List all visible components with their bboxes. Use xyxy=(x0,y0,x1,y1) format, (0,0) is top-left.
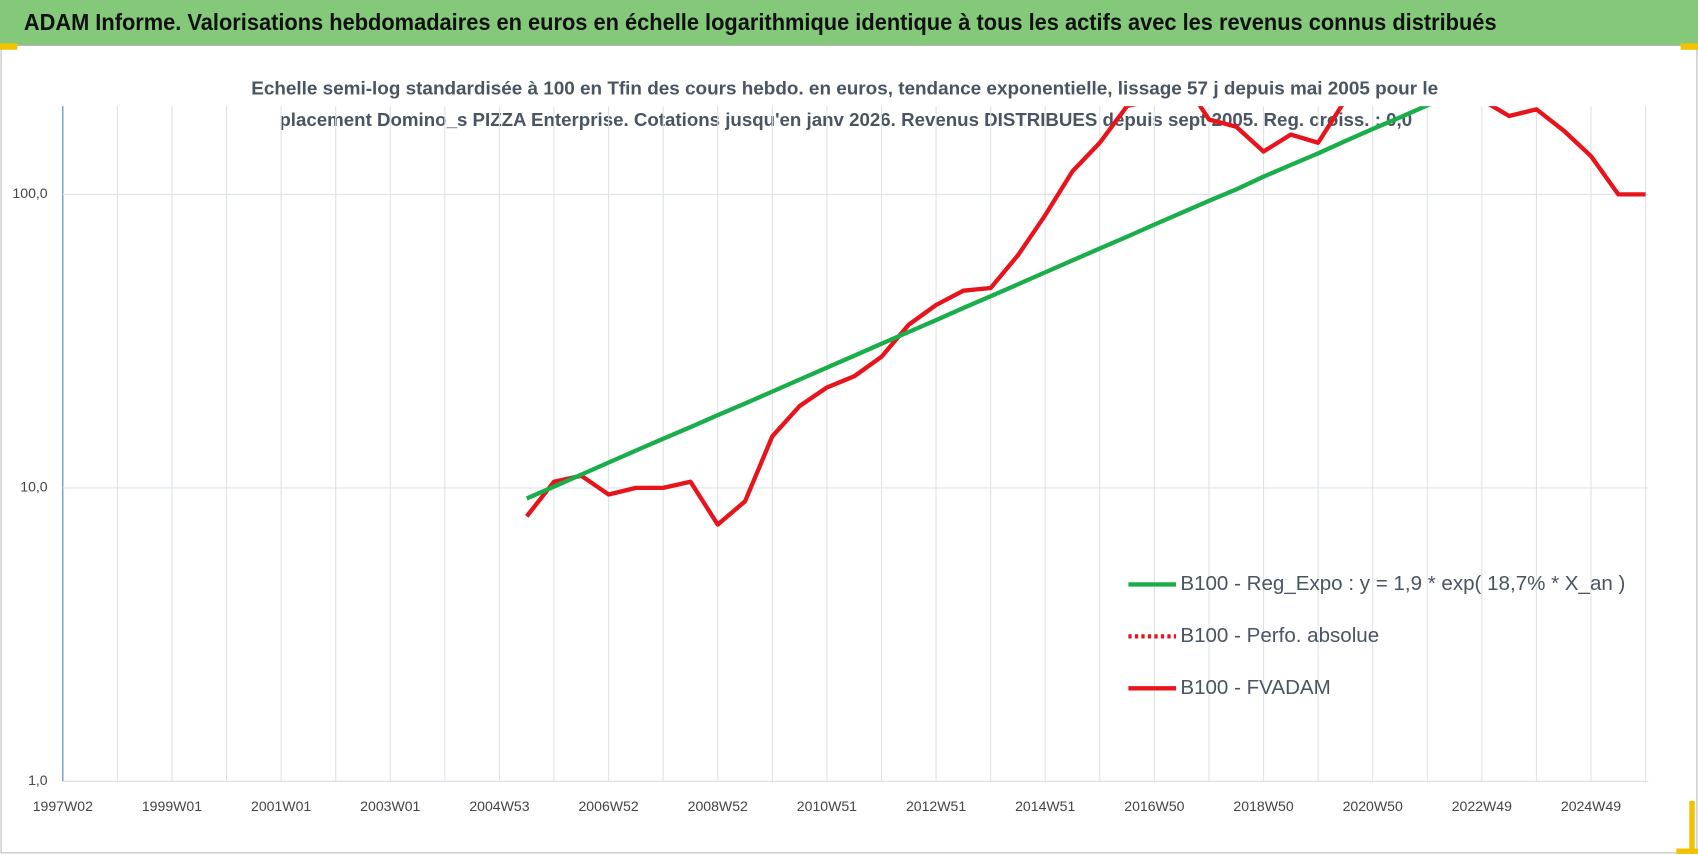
corner xyxy=(1689,800,1695,850)
legend-label: B100 - FVADAM xyxy=(1180,676,1330,699)
x-tick-label: 2022W49 xyxy=(1452,798,1512,814)
x-tick-label: 2004W53 xyxy=(469,798,529,814)
corner xyxy=(1676,848,1698,854)
legend-label: B100 - Perfo. absolue xyxy=(1180,624,1379,647)
x-tick-label: 2018W50 xyxy=(1233,798,1293,814)
series-line xyxy=(525,106,1646,527)
legend: B100 - Reg_Expo : y = 1,9 * exp( 18,7% *… xyxy=(1128,572,1625,699)
x-tick-label: 2020W50 xyxy=(1343,798,1403,814)
series-line xyxy=(525,106,1432,501)
y-tick-label: 10,0 xyxy=(20,479,48,495)
x-tick-label: 2016W50 xyxy=(1124,798,1184,814)
chart-subtitle: placement Domino_s PIZZA Enterprise. Cot… xyxy=(279,109,1412,130)
grid xyxy=(62,106,1649,782)
x-tick-label: 2012W51 xyxy=(906,798,966,814)
chart-subtitle: Echelle semi-log standardisée à 100 en T… xyxy=(251,78,1438,99)
x-tick-label: 2010W51 xyxy=(797,798,857,814)
legend-label: B100 - Reg_Expo : y = 1,9 * exp( 18,7% *… xyxy=(1180,572,1625,595)
x-tick-label: 2024W49 xyxy=(1561,798,1621,814)
header-banner xyxy=(0,0,1698,46)
frame xyxy=(0,44,1698,854)
corner xyxy=(0,43,18,50)
x-tick-label: 2003W01 xyxy=(360,798,420,814)
corner xyxy=(1680,43,1698,50)
plot-area xyxy=(525,106,1646,527)
x-tick-label: 2001W01 xyxy=(251,798,311,814)
x-tick-label: 2008W52 xyxy=(688,798,748,814)
y-tick-label: 1,0 xyxy=(28,772,48,788)
page-title: ADAM Informe. Valorisations hebdomadaire… xyxy=(24,9,1497,35)
x-tick-label: 2006W52 xyxy=(578,798,638,814)
x-tick-label: 2014W51 xyxy=(1015,798,1075,814)
x-tick-label: 1997W02 xyxy=(33,798,93,814)
x-tick-label: 1999W01 xyxy=(142,798,202,814)
y-tick-label: 100,0 xyxy=(12,185,47,201)
